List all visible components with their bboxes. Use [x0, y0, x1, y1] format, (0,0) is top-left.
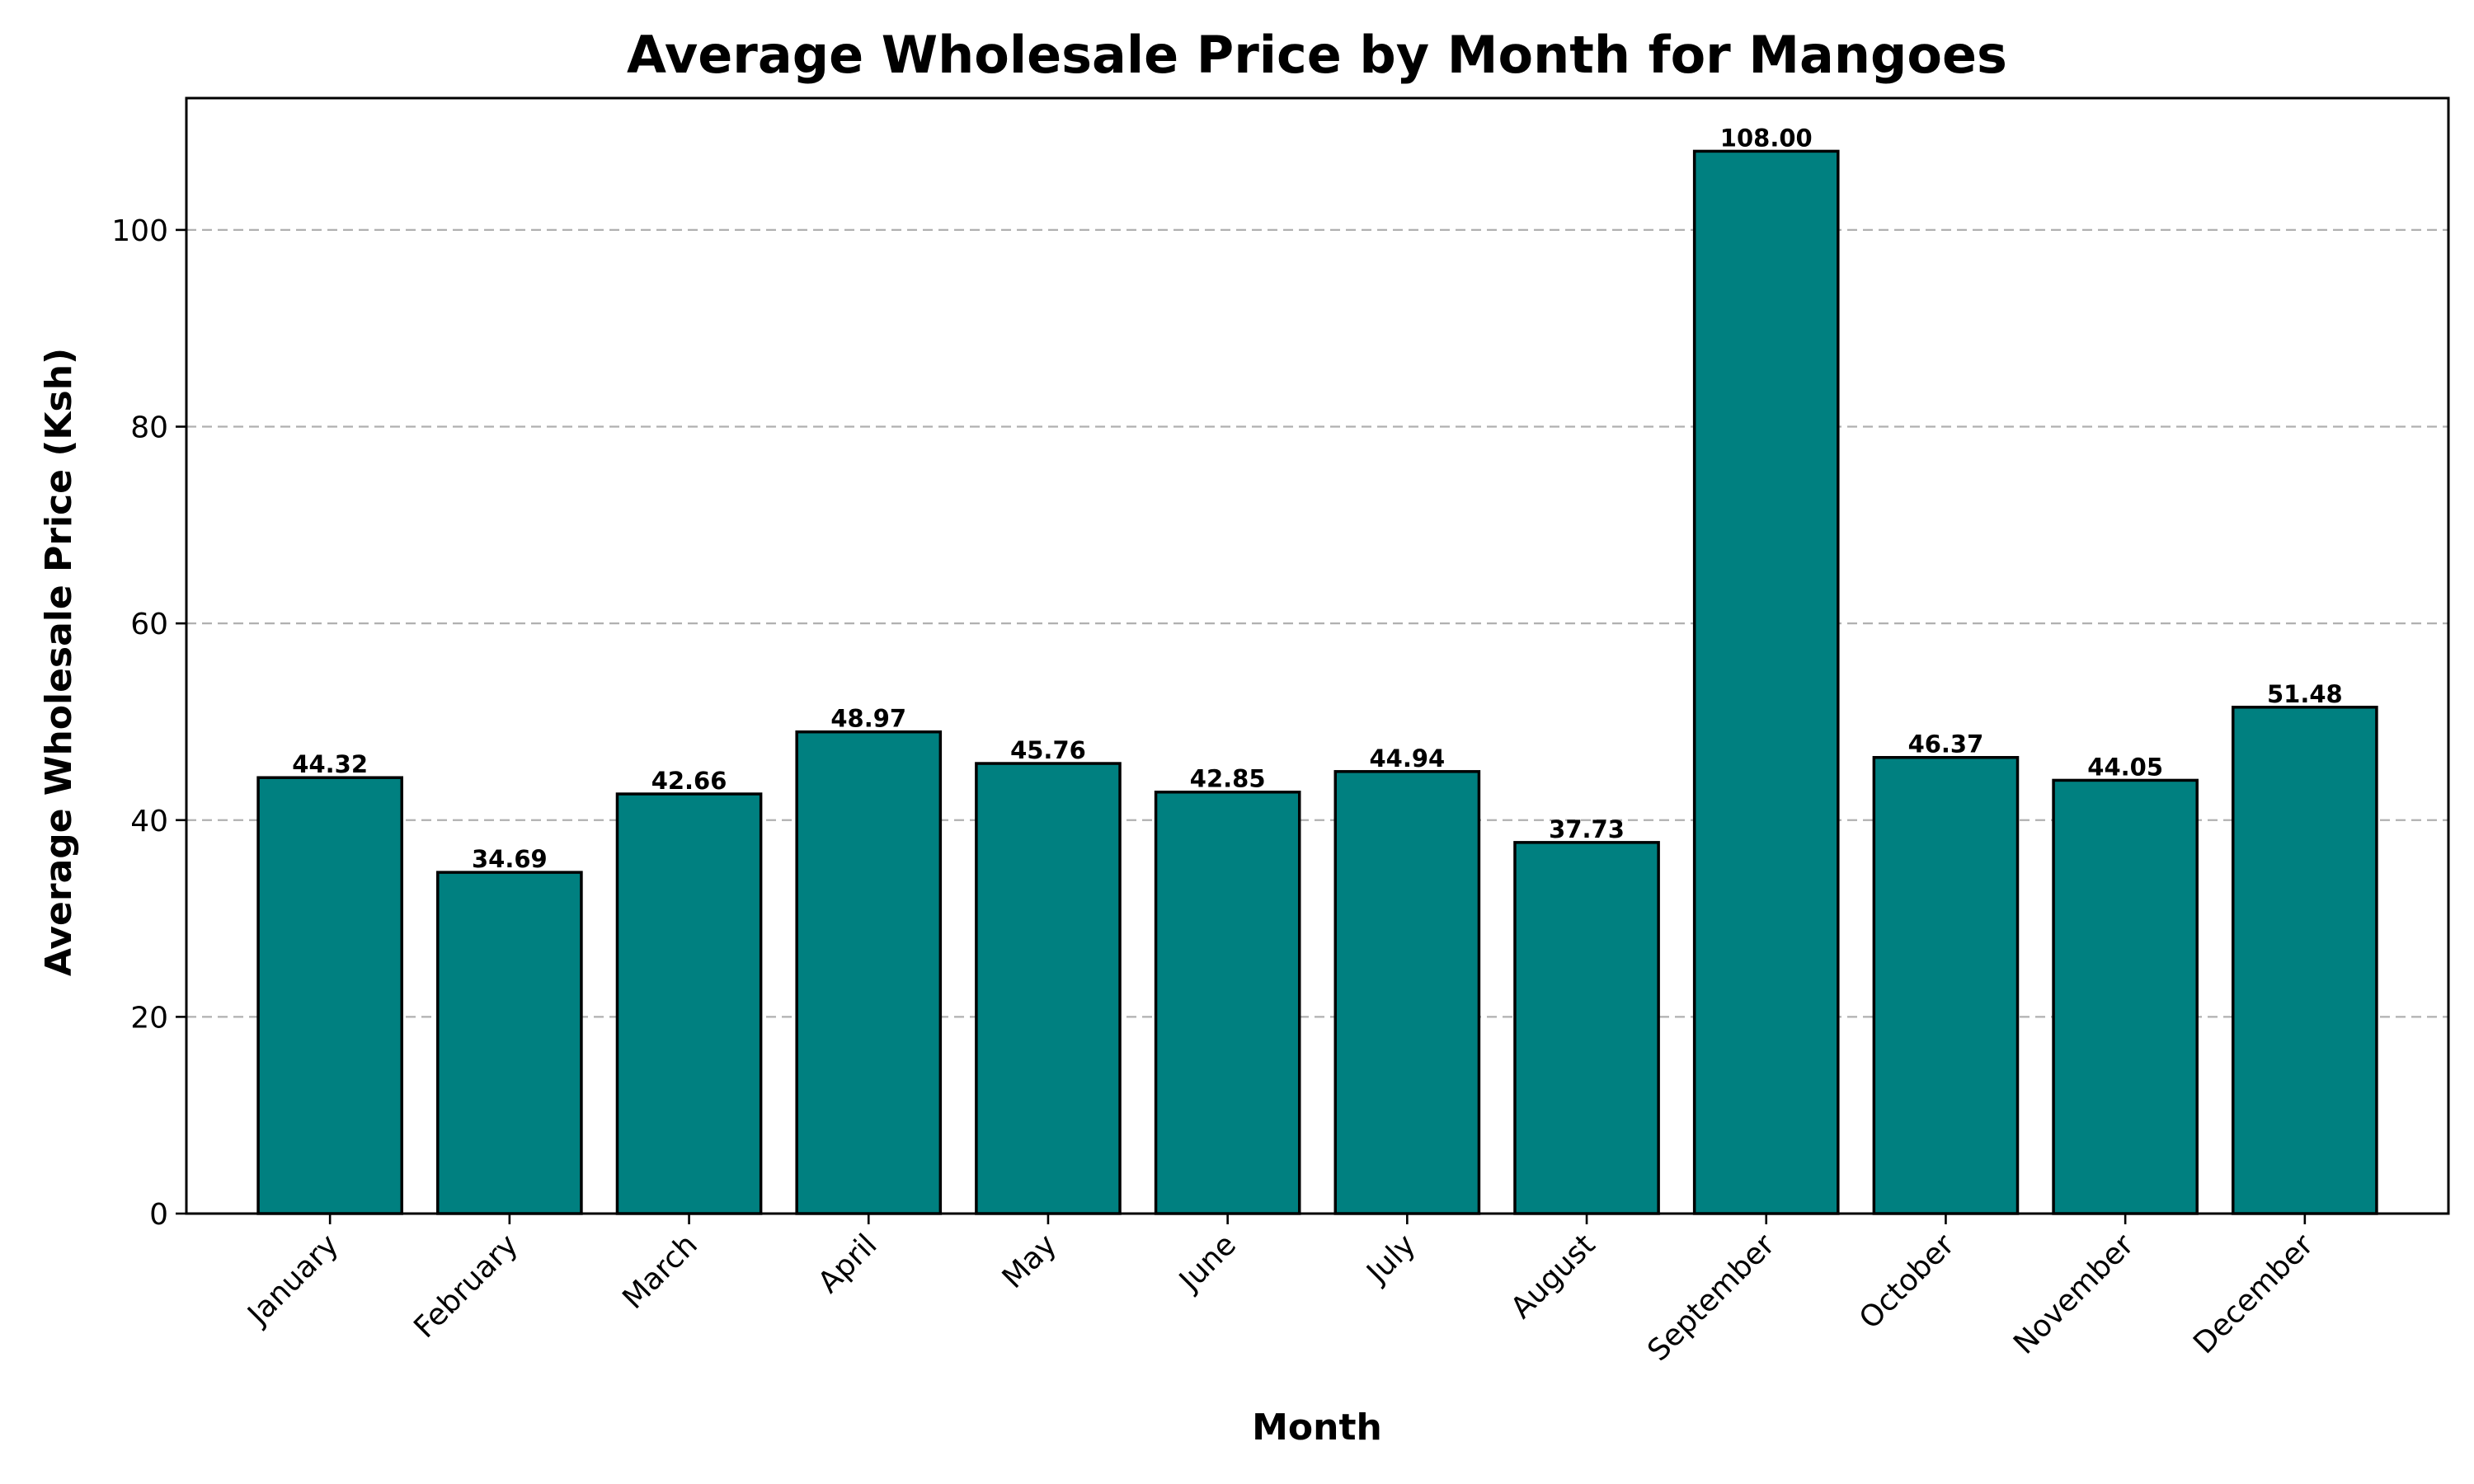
- bars: [256, 149, 2378, 1215]
- y-tick-label: 20: [130, 1001, 168, 1035]
- x-tick-label-november: November: [2007, 1228, 2141, 1361]
- bar-april: [795, 730, 943, 1215]
- x-tick-label-july: July: [1360, 1228, 1423, 1290]
- chart-title: Average Wholesale Price by Month for Man…: [627, 25, 2007, 85]
- data-label-march: 42.66: [651, 767, 727, 795]
- plot-area-frame: [185, 96, 2450, 1215]
- x-axis-label: Month: [1252, 1407, 1382, 1449]
- bar-february: [436, 871, 583, 1215]
- data-label-may: 45.76: [1010, 736, 1086, 764]
- bar-december: [2232, 706, 2378, 1215]
- y-axis: 0 20 40 60 80 100: [111, 214, 186, 1232]
- data-label-december: 51.48: [2267, 680, 2343, 708]
- bar-september: [1692, 149, 1840, 1215]
- x-tick-label-august: August: [1504, 1228, 1602, 1325]
- bar-january: [256, 776, 403, 1215]
- x-axis: January February March April May June July Augu…: [241, 1214, 2320, 1368]
- data-label-april: 48.97: [830, 705, 906, 733]
- data-labels: 44.32 34.69 42.66 48.97 45.76 42.85 44.94 37.73…: [292, 124, 2342, 873]
- y-tick-label: 60: [130, 608, 168, 641]
- data-label-january: 44.32: [292, 750, 368, 778]
- x-tick-label-february: February: [407, 1228, 524, 1345]
- x-tick-label-may: May: [996, 1228, 1064, 1295]
- x-tick-label-october: October: [1853, 1228, 1961, 1336]
- y-tick-label: 0: [149, 1198, 168, 1232]
- data-label-february: 34.69: [472, 845, 548, 873]
- x-tick-label-april: April: [811, 1228, 883, 1299]
- bar-august: [1513, 841, 1660, 1215]
- data-label-october: 46.37: [1908, 730, 1984, 758]
- data-label-june: 42.85: [1190, 765, 1266, 793]
- bar-july: [1333, 770, 1481, 1215]
- y-tick-label: 80: [130, 411, 168, 445]
- data-label-july: 44.94: [1369, 744, 1445, 773]
- bar-march: [615, 792, 763, 1215]
- bar-october: [1872, 755, 2020, 1215]
- data-label-august: 37.73: [1549, 815, 1625, 843]
- x-tick-label-january: January: [241, 1228, 346, 1332]
- y-axis-label: Average Wholesale Price (Ksh): [38, 348, 80, 976]
- data-label-september: 108.00: [1720, 124, 1813, 152]
- y-tick-label: 100: [111, 214, 168, 248]
- x-tick-label-june: June: [1172, 1228, 1243, 1298]
- x-tick-label-september: September: [1641, 1228, 1781, 1368]
- data-label-november: 44.05: [2087, 753, 2163, 781]
- x-tick-label-december: December: [2187, 1228, 2320, 1360]
- bar-may: [975, 762, 1122, 1215]
- x-tick-label-march: March: [616, 1228, 704, 1316]
- bar-june: [1154, 790, 1301, 1215]
- y-tick-label: 40: [130, 805, 168, 838]
- bar-november: [2052, 778, 2199, 1215]
